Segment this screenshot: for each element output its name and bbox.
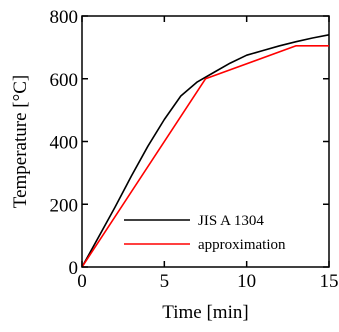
x-tick-label: 10 (237, 271, 256, 292)
legend: JIS A 1304 approximation (124, 213, 286, 253)
series-line-jis-a-1304 (81, 34, 330, 268)
x-tick-label: 15 (320, 271, 339, 292)
y-tick-label: 400 (50, 133, 79, 154)
legend-label: JIS A 1304 (198, 213, 264, 229)
y-tick-label: 600 (50, 70, 79, 91)
y-ticks: 0 200 400 600 800 (50, 7, 329, 279)
axes (81, 15, 330, 268)
x-axis-label: Time [min] (162, 302, 248, 323)
y-axis-label: Temperature [°C] (10, 75, 31, 208)
y-tick-label: 800 (50, 7, 79, 28)
legend-label: approximation (198, 237, 286, 253)
series-line-approximation (81, 44, 329, 268)
series-lines (81, 34, 330, 268)
x-tick-label: 0 (77, 271, 87, 292)
plot-frame (81, 15, 330, 268)
x-tick-label: 5 (160, 271, 170, 292)
y-tick-label: 200 (50, 195, 79, 216)
x-ticks: 0 5 10 15 (77, 16, 339, 292)
y-tick-label: 0 (69, 258, 79, 279)
